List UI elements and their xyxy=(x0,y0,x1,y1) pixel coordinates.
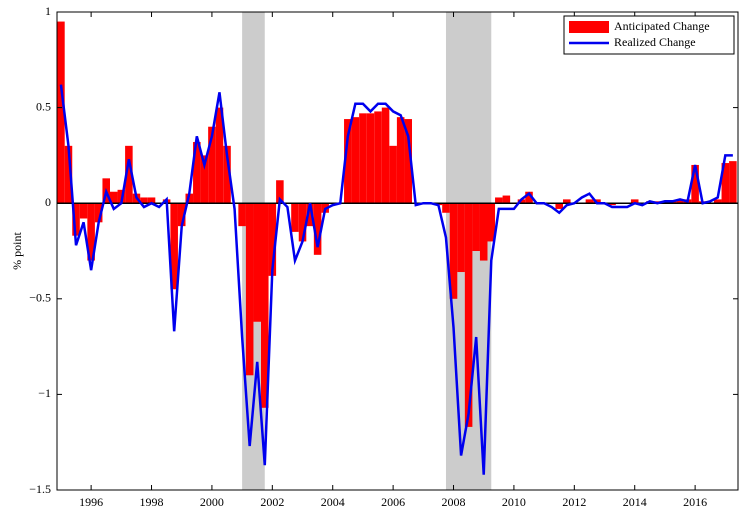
y-tick-label: 0 xyxy=(45,195,51,209)
bar xyxy=(147,197,156,204)
y-axis-label: % point xyxy=(10,232,24,270)
bar xyxy=(495,197,503,204)
bar xyxy=(351,117,360,204)
x-tick-label: 2016 xyxy=(683,495,707,509)
bar xyxy=(291,203,299,232)
bar xyxy=(79,203,88,219)
bar xyxy=(404,119,412,204)
bar xyxy=(396,117,405,204)
bar xyxy=(260,203,269,408)
bar xyxy=(525,191,533,204)
bar xyxy=(381,107,390,204)
x-tick-label: 2006 xyxy=(381,495,405,509)
bar xyxy=(389,145,397,204)
bar xyxy=(713,199,722,204)
x-tick-label: 1998 xyxy=(140,495,164,509)
y-tick-label: −0.5 xyxy=(29,291,51,305)
bar xyxy=(87,203,95,261)
bar xyxy=(585,199,594,204)
bar xyxy=(442,203,450,213)
legend-label: Anticipated Change xyxy=(614,19,710,33)
legend-swatch xyxy=(569,21,609,33)
bar xyxy=(457,203,465,273)
bar xyxy=(177,203,186,227)
bar xyxy=(721,163,730,204)
legend-label: Realized Change xyxy=(614,35,696,49)
bar xyxy=(200,155,209,204)
bar xyxy=(676,199,684,204)
x-tick-label: 1996 xyxy=(79,495,103,509)
bar xyxy=(562,199,571,204)
plot-area xyxy=(57,12,738,490)
bar xyxy=(298,203,307,242)
y-tick-label: 0.5 xyxy=(36,99,51,113)
bar xyxy=(555,203,563,209)
bar xyxy=(245,203,254,376)
bar xyxy=(608,203,616,206)
bar xyxy=(253,203,261,322)
x-tick-label: 2002 xyxy=(260,495,284,509)
x-tick-label: 2012 xyxy=(562,495,586,509)
x-tick-label: 2014 xyxy=(623,495,647,509)
x-tick-label: 2004 xyxy=(321,495,345,509)
bar xyxy=(729,161,737,204)
bar xyxy=(140,197,148,204)
y-tick-label: −1 xyxy=(38,386,51,400)
bar xyxy=(268,203,277,276)
bar xyxy=(630,199,639,204)
bar xyxy=(170,203,178,290)
bar xyxy=(487,203,496,242)
line xyxy=(59,84,733,475)
x-tick-label: 2000 xyxy=(200,495,224,509)
bar xyxy=(479,203,488,261)
bar xyxy=(472,203,480,251)
y-tick-label: −1.5 xyxy=(29,482,51,496)
bar xyxy=(366,113,375,204)
bar xyxy=(344,119,352,204)
bar xyxy=(502,195,511,204)
bar xyxy=(374,111,382,204)
bar xyxy=(125,145,133,204)
bar xyxy=(449,203,458,299)
bar xyxy=(193,142,201,204)
bar xyxy=(306,203,314,227)
bar xyxy=(57,21,65,204)
x-tick-label: 2010 xyxy=(502,495,526,509)
y-tick-label: 1 xyxy=(45,4,51,18)
bar xyxy=(94,203,103,223)
bar xyxy=(238,203,246,227)
bar xyxy=(691,164,699,204)
bar xyxy=(72,203,80,236)
bar xyxy=(359,113,367,204)
x-tick-label: 2008 xyxy=(442,495,466,509)
bar xyxy=(215,107,224,204)
bar xyxy=(110,191,118,204)
bar xyxy=(464,203,473,427)
bar xyxy=(64,145,73,204)
plot-frame xyxy=(56,11,739,491)
bar xyxy=(276,180,284,204)
bar xyxy=(313,203,322,255)
bar xyxy=(208,126,216,204)
bar xyxy=(223,145,231,204)
